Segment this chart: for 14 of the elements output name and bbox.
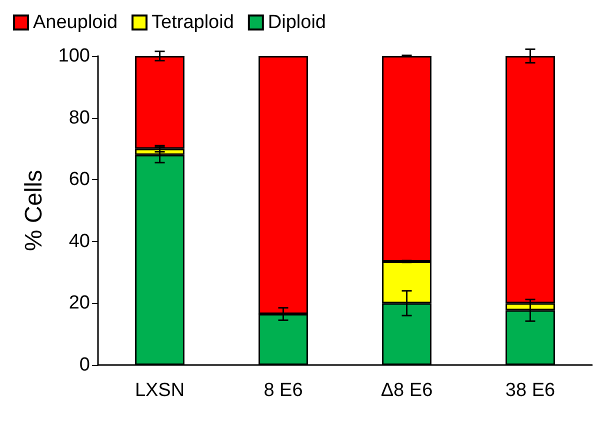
- x-tick-label: Δ8 E6: [380, 380, 433, 401]
- x-tick-label: 8 E6: [264, 380, 303, 401]
- y-axis-title: % Cells: [20, 170, 48, 252]
- y-tick-label: 60: [68, 169, 90, 190]
- y-tick-label: 20: [68, 292, 90, 314]
- y-tick-label: 100: [58, 46, 90, 66]
- y-tick-label: 80: [68, 107, 90, 128]
- x-tick-label: 38 E6: [505, 380, 556, 401]
- y-tick-label: 40: [68, 230, 90, 252]
- y-tick-label: 0: [79, 354, 90, 376]
- legend-label: Diploid: [268, 12, 326, 33]
- legend-label: Aneuploid: [33, 12, 118, 33]
- x-tick-label: LXSN: [134, 380, 185, 401]
- legend-label: Tetraploid: [152, 12, 234, 33]
